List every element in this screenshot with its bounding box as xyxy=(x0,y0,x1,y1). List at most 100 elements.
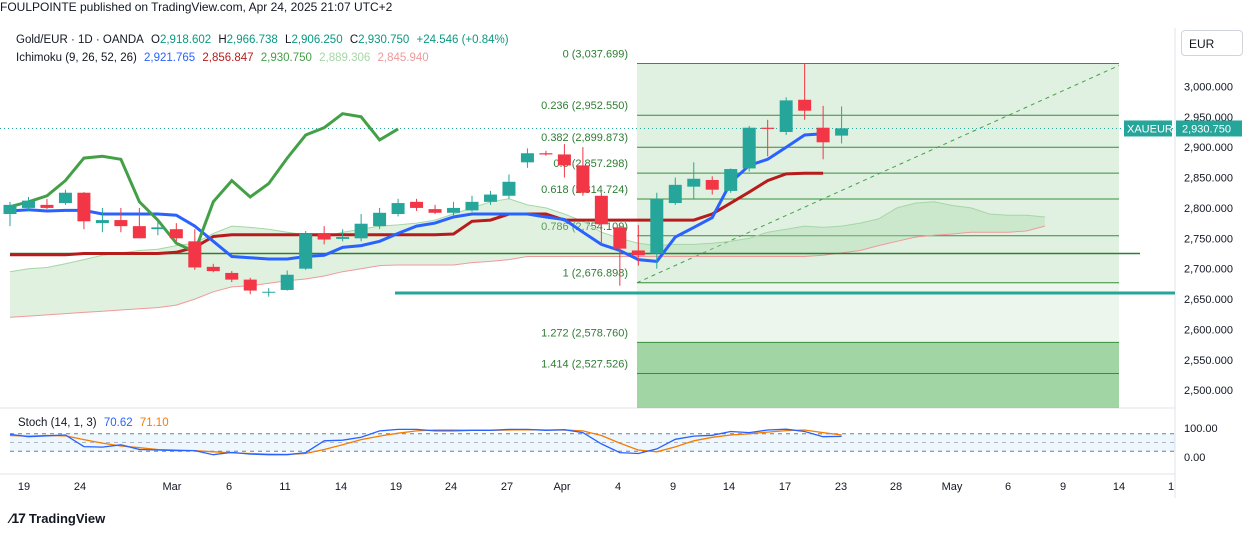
fib-label-6: 1 (2,676.898) xyxy=(563,268,628,280)
candle-7 xyxy=(132,207,146,239)
candle-40 xyxy=(742,125,756,172)
date-tick-1: 24 xyxy=(74,481,86,493)
tradingview-logo-text: TradingView xyxy=(28,510,106,526)
candle-body xyxy=(151,227,165,230)
candle-27 xyxy=(502,174,516,199)
candle-14 xyxy=(262,288,276,297)
candle-body xyxy=(631,250,645,256)
candle-9 xyxy=(169,223,183,242)
stoch-band xyxy=(10,433,1175,452)
candle-45 xyxy=(835,106,849,144)
candle-32 xyxy=(594,192,608,245)
price-tick-6: 2,700.000 xyxy=(1184,264,1233,276)
candle-44 xyxy=(816,105,830,160)
tenkan-sen-line xyxy=(9,132,824,263)
publisher-text: FOULPOINTE published on TradingView.com,… xyxy=(0,0,393,14)
candle-20 xyxy=(373,207,387,230)
candle-24 xyxy=(447,201,461,216)
candle-33 xyxy=(613,224,627,286)
candle-body xyxy=(594,195,608,225)
open-value: 2,918.602 xyxy=(159,34,212,46)
currency-button[interactable]: EUR xyxy=(1181,30,1243,56)
candle-body xyxy=(40,204,54,208)
fib-label-1: 0.236 (2,952.550) xyxy=(541,100,628,112)
candle-16 xyxy=(299,231,313,270)
low-value: 2,906.250 xyxy=(291,34,343,46)
date-tick-0: 19 xyxy=(18,481,30,493)
candle-body xyxy=(816,127,830,143)
candle-body xyxy=(188,241,202,268)
open-label: O xyxy=(151,34,160,46)
fib-trend-line xyxy=(636,65,1120,284)
stoch-k-value: 70.62 xyxy=(103,417,133,429)
candle-body xyxy=(225,272,239,280)
price-tag-text: 2,930.750 xyxy=(1182,123,1231,135)
date-tick-18: 9 xyxy=(1060,481,1066,493)
candle-17 xyxy=(317,226,331,245)
candle-body xyxy=(465,201,479,211)
ichimoku-spana-value: 2,889.306 xyxy=(319,52,371,64)
candle-body xyxy=(742,127,756,169)
tradingview-logo[interactable]: ⁄17 TradingView xyxy=(10,510,105,526)
candle-body xyxy=(336,237,350,239)
price-tick-2: 2,900.000 xyxy=(1184,142,1233,154)
fib-label-8: 1.414 (2,527.526) xyxy=(541,358,628,370)
symbol-legend[interactable]: Gold/EUR · 1D · OANDA O2,918.602 H2,966.… xyxy=(16,34,513,46)
candle-4 xyxy=(77,192,91,230)
date-tick-2: Mar xyxy=(163,481,182,493)
candle-body xyxy=(835,128,849,136)
date-tick-17: 6 xyxy=(1005,481,1011,493)
candle-body xyxy=(58,192,72,204)
price-tick-7: 2,650.000 xyxy=(1184,294,1233,306)
candle-body xyxy=(557,154,571,166)
kijun-sen-line xyxy=(10,171,824,257)
high-value: 2,966.738 xyxy=(226,34,278,46)
candle-body xyxy=(243,279,257,291)
date-tick-19: 14 xyxy=(1113,481,1125,493)
close-value: 2,930.750 xyxy=(358,34,410,46)
date-tick-5: 14 xyxy=(335,481,347,493)
stoch-axis-0: 0.00 xyxy=(1184,452,1205,464)
candle-body xyxy=(539,153,553,155)
low-label: L xyxy=(285,34,292,46)
date-tick-4: 11 xyxy=(279,481,290,493)
candle-43 xyxy=(798,63,812,120)
close-label: C xyxy=(349,34,359,46)
candle-body xyxy=(169,229,183,239)
candle-body xyxy=(650,198,664,254)
candle-body xyxy=(576,165,590,193)
candle-10 xyxy=(188,229,202,270)
date-tick-10: 4 xyxy=(615,481,621,493)
candle-8 xyxy=(151,221,165,236)
candle-41 xyxy=(761,119,775,157)
candle-22 xyxy=(410,198,424,211)
ichimoku-legend[interactable]: Ichimoku (9, 26, 52, 26) 2,921.765 2,856… xyxy=(16,52,433,64)
date-tick-9: Apr xyxy=(553,481,570,493)
candle-body xyxy=(502,181,516,196)
candle-body xyxy=(779,100,793,132)
candle-body xyxy=(613,227,627,249)
stoch-legend[interactable]: Stoch (14, 1, 3) 70.62 71.10 xyxy=(18,417,173,429)
candle-35 xyxy=(650,192,664,269)
candle-19 xyxy=(354,213,368,242)
candle-0 xyxy=(3,201,17,227)
date-tick-11: 9 xyxy=(670,481,676,493)
candle-body xyxy=(299,234,313,269)
ichimoku-tenkan-value: 2,921.765 xyxy=(144,52,196,64)
candle-body xyxy=(280,274,294,290)
candle-body xyxy=(447,207,461,213)
candle-body xyxy=(668,184,682,204)
date-tick-13: 17 xyxy=(779,481,791,493)
stoch-axis-100: 100.00 xyxy=(1184,423,1218,435)
candle-37 xyxy=(687,162,701,199)
price-tick-9: 2,550.000 xyxy=(1184,355,1233,367)
candle-body xyxy=(77,192,91,222)
symbol-tag-box xyxy=(1124,120,1172,137)
price-tag-box xyxy=(1176,120,1242,137)
stoch-title: Stoch (14, 1, 3) xyxy=(18,417,97,429)
candle-31 xyxy=(576,147,590,196)
date-tick-6: 19 xyxy=(390,481,402,493)
stoch-k-line xyxy=(9,428,842,456)
candle-38 xyxy=(705,176,719,195)
